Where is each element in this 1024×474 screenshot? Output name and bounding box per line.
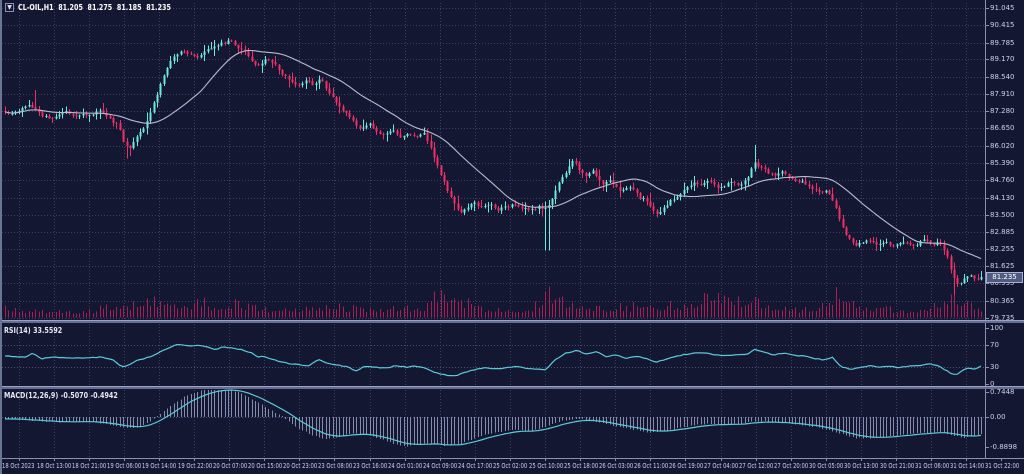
time-axis-label: 25 Oct 02:00 <box>493 462 528 470</box>
time-axis-label: 30 Oct 13:00 <box>844 462 879 470</box>
ohlc-low: 81.185 <box>116 3 142 12</box>
collapse-chart-icon[interactable]: ▼ <box>5 3 14 12</box>
time-axis-label: 20 Oct 23:00 <box>283 462 318 470</box>
symbol-timeframe: CL-OIL,H1 <box>18 3 54 12</box>
time-axis-label: 24 Oct 17:00 <box>458 462 493 470</box>
time-axis-label: 30 Oct 05:00 <box>809 462 844 470</box>
rsi-line <box>4 343 982 377</box>
macd-axis-label: 0.7448 <box>990 388 1015 396</box>
time-axis-label: 24 Oct 09:00 <box>423 462 458 470</box>
time-axis-label: 26 Oct 19:00 <box>669 462 704 470</box>
time-axis-label: 31 Oct 14:00 <box>950 462 985 470</box>
macd-value-signal: -0.4942 <box>90 391 118 400</box>
price-axis-label: 82.885 <box>990 228 1015 236</box>
price-axis-label: 86.650 <box>990 124 1015 132</box>
macd-histogram <box>5 390 982 447</box>
price-axis-label: 80.365 <box>990 297 1015 305</box>
time-axis-label: 18 Oct 21:00 <box>72 462 107 470</box>
time-axis-label: 23 Oct 08:00 <box>318 462 353 470</box>
time-axis-label: 26 Oct 11:00 <box>634 462 669 470</box>
price-axis-label: 87.910 <box>990 90 1015 98</box>
rsi-axis-label: 30 <box>990 363 999 371</box>
time-axis-label: 27 Oct 12:00 <box>739 462 774 470</box>
rsi-axis-label: 70 <box>990 341 999 349</box>
price-axis-label: 85.390 <box>990 159 1015 167</box>
macd-axis-label: 0.00 <box>990 413 1006 421</box>
ohlc-open: 81.205 <box>58 3 83 12</box>
time-axis-label: 18 Oct 2023 <box>2 462 35 470</box>
price-axis-label: 79.735 <box>990 314 1015 322</box>
macd-name: MACD(12,26,9) <box>4 391 59 400</box>
price-axis-label: 90.415 <box>990 21 1015 29</box>
price-axis-label: 88.540 <box>990 73 1015 81</box>
time-axis-label: 25 Oct 10:00 <box>529 462 564 470</box>
time-axis-label: 24 Oct 01:00 <box>388 462 423 470</box>
time-axis-label: 26 Oct 03:00 <box>599 462 634 470</box>
macd-signal-line <box>5 389 982 446</box>
window-left-border <box>0 0 2 474</box>
rsi-name: RSI(14) <box>4 326 31 335</box>
axes <box>0 0 1024 461</box>
grid <box>2 3 984 457</box>
price-axis-label: 81.625 <box>990 262 1015 270</box>
price-axis-label: 80.995 <box>990 279 1015 287</box>
price-axis-label: 91.045 <box>990 4 1015 12</box>
chart-title: ▼ CL-OIL,H1 81.205 81.275 81.185 81.235 <box>5 3 212 12</box>
macd-value-main: -0.5070 <box>60 391 89 400</box>
price-axis-label: 82.255 <box>990 245 1015 253</box>
candles <box>4 38 983 295</box>
macd-indicator-label: MACD(12,26,9) -0.5070 -0.4942 <box>4 391 120 400</box>
price-axis-label: 84.760 <box>990 176 1015 184</box>
panel-splitter-rsi[interactable] <box>0 320 1024 323</box>
time-axis-label: 31 Oct 06:00 <box>915 462 950 470</box>
time-axis-label: 18 Oct 13:00 <box>37 462 72 470</box>
time-axis-label: 23 Oct 16:00 <box>353 462 388 470</box>
price-axis-label: 87.280 <box>990 107 1015 115</box>
rsi-indicator-label: RSI(14) 33.5592 <box>4 326 65 335</box>
time-axis-label: 27 Oct 20:00 <box>774 462 809 470</box>
time-axis-label: 20 Oct 07:00 <box>213 462 248 470</box>
panel-splitter-macd[interactable] <box>0 386 1024 389</box>
price-axis-label: 89.785 <box>990 39 1015 47</box>
macd-axis-label: -0.8898 <box>990 443 1018 451</box>
time-axis-label: 20 Oct 15:00 <box>248 462 283 470</box>
ohlc-high: 81.275 <box>87 3 113 12</box>
ohlc-close: 81.235 <box>146 3 171 12</box>
time-axis-label: 19 Oct 06:00 <box>107 462 142 470</box>
time-axis-label: 19 Oct 14:00 <box>142 462 177 470</box>
rsi-axis-label: 0 <box>990 380 995 388</box>
time-axis-label: 31 Oct 22:00 <box>985 462 1020 470</box>
time-axis-label: 27 Oct 04:00 <box>704 462 739 470</box>
volume-bars <box>5 286 982 318</box>
rsi-axis-label: 100 <box>990 324 1004 332</box>
price-axis-label: 89.170 <box>990 55 1015 63</box>
time-axis-label: 25 Oct 18:00 <box>564 462 599 470</box>
current-price-tag: 81.235 <box>986 272 1023 283</box>
rsi-value: 33.5592 <box>33 326 63 335</box>
price-axis-label: 83.500 <box>990 211 1015 219</box>
price-axis-label: 86.020 <box>990 142 1015 150</box>
symbol-ohlc-text: CL-OIL,H1 81.205 81.275 81.185 81.235 <box>18 3 173 12</box>
time-axis-label: 30 Oct 21:00 <box>880 462 915 470</box>
price-axis-label: 84.130 <box>990 194 1015 202</box>
time-axis-label: 19 Oct 22:00 <box>178 462 213 470</box>
ma-line <box>4 49 982 260</box>
